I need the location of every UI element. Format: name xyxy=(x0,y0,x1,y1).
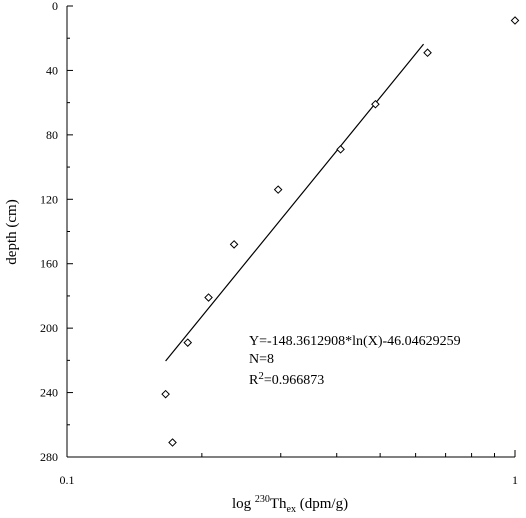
y-tick-label: 240 xyxy=(40,386,58,400)
axes xyxy=(66,6,515,458)
data-point-diamond xyxy=(423,48,432,58)
y-axis-ticks: 0 40 80 120 160 200 240 280 xyxy=(40,0,73,464)
data-points xyxy=(161,16,520,447)
y-tick-label: 80 xyxy=(46,128,58,142)
x-tick-label: 1 xyxy=(512,473,518,487)
y-tick-label: 40 xyxy=(46,63,58,77)
regression-line xyxy=(165,43,425,362)
y-axis-label: depth (cm) xyxy=(4,199,20,264)
x-axis-ticks: 0.1 1 xyxy=(60,450,518,487)
data-point-diamond xyxy=(371,99,380,109)
y-tick-label: 120 xyxy=(40,192,58,206)
fit-equation: Y=-148.3612908*ln(X)-46.04629259 xyxy=(249,334,461,349)
data-point-diamond xyxy=(204,293,213,302)
x-tick-label: 0.1 xyxy=(60,473,75,487)
data-point-diamond xyxy=(229,240,239,249)
x-axis-label: log 230Thex (dpm/g) xyxy=(232,494,348,515)
data-point-diamond xyxy=(168,438,177,447)
data-point-diamond xyxy=(273,185,283,194)
fit-line-group xyxy=(165,43,425,362)
y-tick-label: 200 xyxy=(40,321,58,335)
data-point-diamond xyxy=(510,16,520,25)
y-tick-label: 0 xyxy=(52,0,58,13)
data-point-diamond xyxy=(336,145,345,154)
fit-n: N=8 xyxy=(249,352,274,367)
y-tick-label: 280 xyxy=(40,450,58,464)
fit-r-squared: R2=0.966873 xyxy=(249,370,324,388)
data-point-diamond xyxy=(183,338,193,347)
data-point-diamond xyxy=(161,389,170,399)
y-tick-label: 160 xyxy=(40,257,58,271)
